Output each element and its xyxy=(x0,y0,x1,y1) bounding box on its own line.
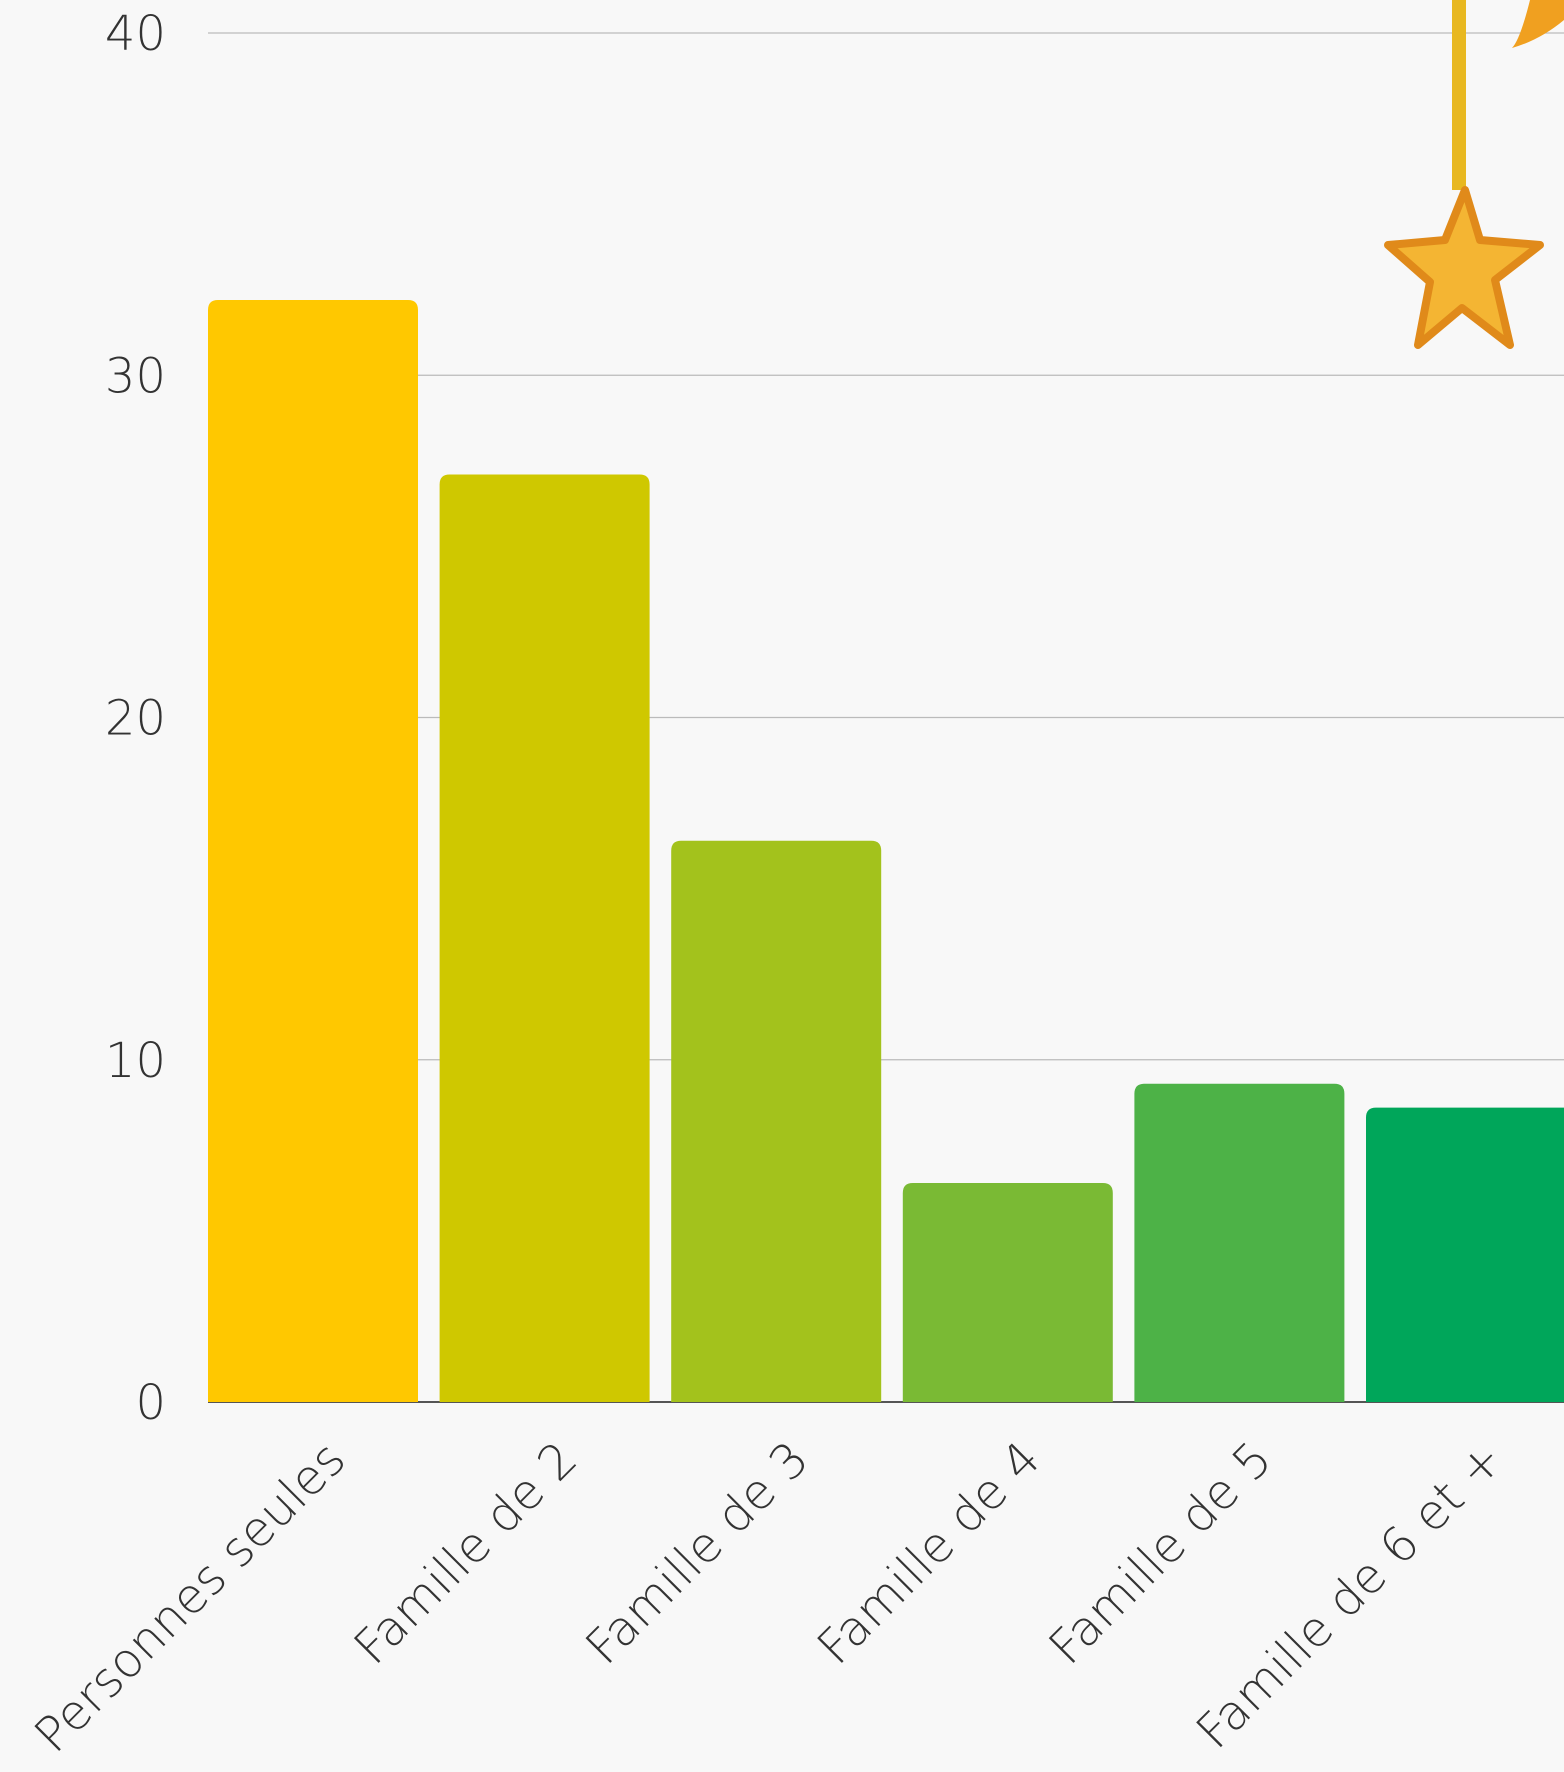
y-tick-label: 0 xyxy=(135,1375,166,1431)
bar xyxy=(208,300,418,1402)
x-tick-label: Famille de 5 xyxy=(1038,1431,1283,1676)
decoration-star xyxy=(1388,0,1564,345)
chart: 010203040Personnes seulesFamille de 2Fam… xyxy=(0,0,1564,1772)
y-tick-label: 10 xyxy=(105,1033,166,1089)
y-tick-label: 20 xyxy=(105,691,166,747)
bar xyxy=(1366,1108,1564,1402)
y-tick-label: 40 xyxy=(105,6,166,62)
bar xyxy=(440,475,650,1402)
bar xyxy=(1134,1084,1344,1402)
x-tick-label: Famille de 3 xyxy=(575,1431,820,1676)
bar xyxy=(903,1183,1113,1402)
page: 010203040Personnes seulesFamille de 2Fam… xyxy=(0,0,1564,1772)
bar xyxy=(671,841,881,1402)
y-tick-label: 30 xyxy=(105,348,166,404)
x-tick-label: Personnes seules xyxy=(24,1431,357,1764)
x-tick-label: Famille de 2 xyxy=(343,1431,588,1676)
x-tick-label: Famille de 4 xyxy=(807,1431,1052,1676)
